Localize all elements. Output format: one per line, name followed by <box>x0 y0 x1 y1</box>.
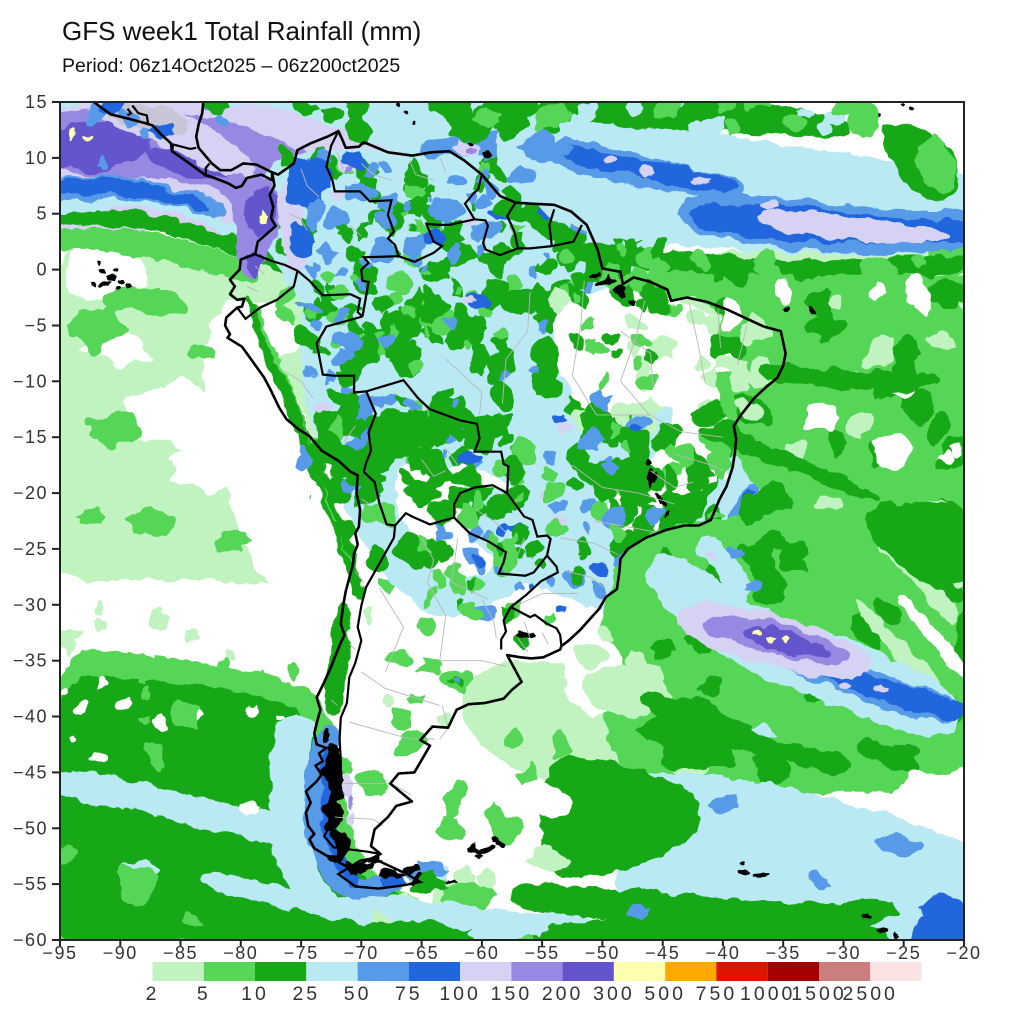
svg-text:−55: −55 <box>13 874 48 894</box>
svg-text:200: 200 <box>542 983 584 1005</box>
svg-text:750: 750 <box>696 983 738 1005</box>
svg-text:−95: −95 <box>42 943 77 963</box>
svg-text:−90: −90 <box>103 943 138 963</box>
svg-text:2: 2 <box>146 983 160 1005</box>
svg-text:1500: 1500 <box>791 983 846 1005</box>
svg-text:25: 25 <box>292 983 320 1005</box>
svg-text:75: 75 <box>395 983 423 1005</box>
svg-text:−10: −10 <box>13 371 48 391</box>
svg-text:50: 50 <box>344 983 372 1005</box>
svg-text:5: 5 <box>197 983 211 1005</box>
svg-text:0: 0 <box>36 260 48 280</box>
svg-text:15: 15 <box>25 92 48 112</box>
svg-text:1000: 1000 <box>740 983 795 1005</box>
svg-text:−45: −45 <box>13 762 48 782</box>
svg-text:150: 150 <box>491 983 533 1005</box>
svg-text:−35: −35 <box>766 943 801 963</box>
svg-text:GFS week1 Total Rainfall (mm): GFS week1 Total Rainfall (mm) <box>62 16 421 46</box>
svg-text:−45: −45 <box>645 943 680 963</box>
svg-text:−30: −30 <box>826 943 861 963</box>
svg-text:−65: −65 <box>404 943 439 963</box>
svg-text:−40: −40 <box>705 943 740 963</box>
svg-text:−20: −20 <box>13 483 48 503</box>
svg-text:−70: −70 <box>344 943 379 963</box>
svg-text:−85: −85 <box>163 943 198 963</box>
svg-text:−50: −50 <box>585 943 620 963</box>
svg-text:300: 300 <box>593 983 635 1005</box>
svg-text:−80: −80 <box>223 943 258 963</box>
svg-text:Period: 06z14Oct2025 – 06z200c: Period: 06z14Oct2025 – 06z200ct2025 <box>62 55 400 77</box>
svg-text:−60: −60 <box>13 930 48 950</box>
svg-text:−55: −55 <box>525 943 560 963</box>
svg-text:−15: −15 <box>13 427 48 447</box>
svg-text:10: 10 <box>241 983 269 1005</box>
svg-text:−25: −25 <box>13 539 48 559</box>
svg-text:−40: −40 <box>13 707 48 727</box>
svg-text:5: 5 <box>36 204 48 224</box>
svg-text:−75: −75 <box>284 943 319 963</box>
svg-text:−35: −35 <box>13 651 48 671</box>
svg-text:−25: −25 <box>886 943 921 963</box>
svg-text:500: 500 <box>644 983 686 1005</box>
svg-text:−20: −20 <box>946 943 981 963</box>
svg-text:2500: 2500 <box>843 983 898 1005</box>
svg-text:100: 100 <box>439 983 481 1005</box>
svg-text:−50: −50 <box>13 818 48 838</box>
svg-text:−60: −60 <box>464 943 499 963</box>
svg-text:−5: −5 <box>24 316 48 336</box>
svg-text:10: 10 <box>25 148 48 168</box>
svg-text:−30: −30 <box>13 595 48 615</box>
